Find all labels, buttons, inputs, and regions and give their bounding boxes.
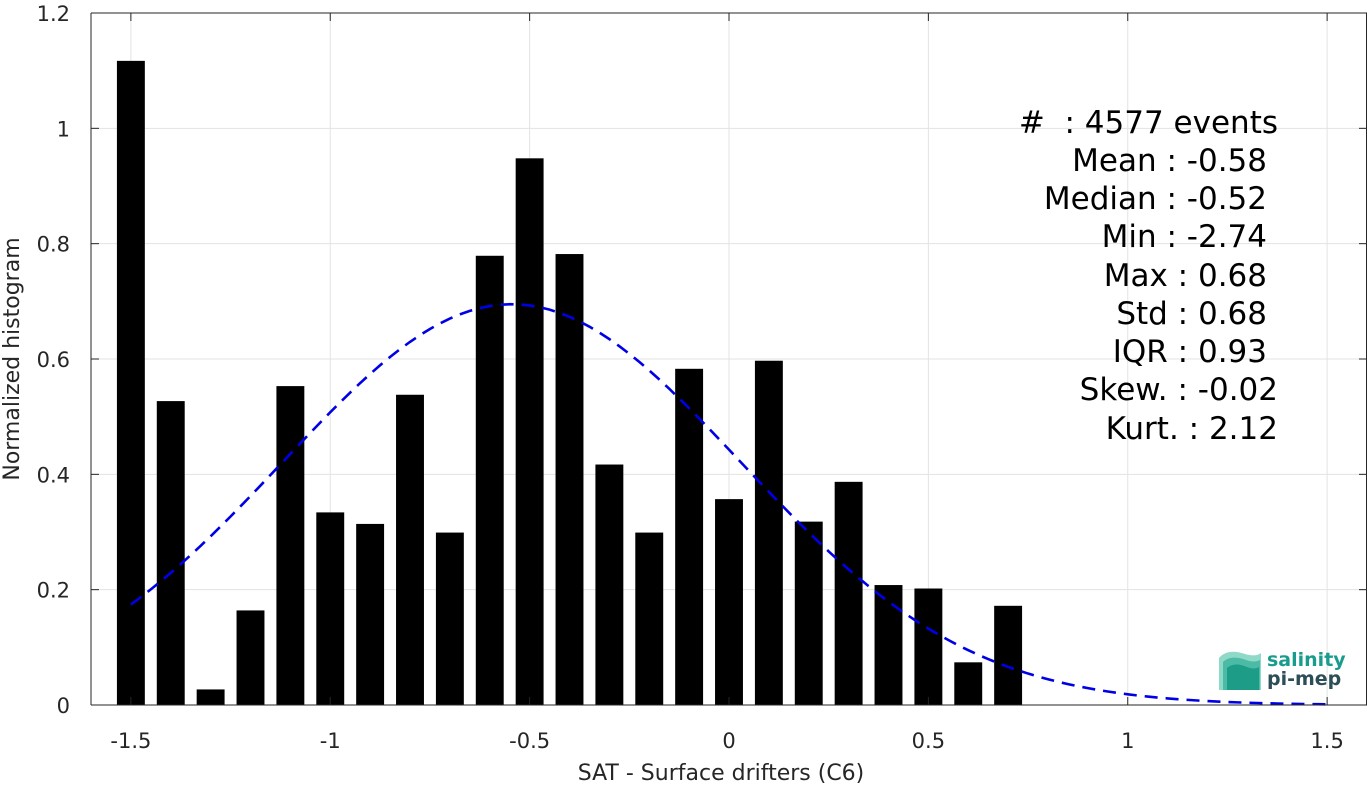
stat-iqr: IQR : 0.93 [1113, 334, 1267, 370]
x-tick-label-5: 1 [1121, 729, 1134, 753]
histogram-bar-3 [236, 610, 265, 705]
x-tick-label-1: -1 [320, 729, 341, 753]
histogram-bar-15 [715, 499, 743, 705]
logo-waves-icon [1219, 651, 1261, 690]
histogram-bar-6 [356, 523, 385, 705]
histogram-bar-1 [156, 401, 185, 705]
gaussian-fit-curve [130, 302, 1328, 706]
histogram-bar-13 [635, 532, 664, 705]
histogram-bar-0 [116, 60, 145, 705]
x-axis-label: SAT - Surface drifters (C6) [578, 761, 865, 785]
histogram-bar-17 [794, 521, 823, 705]
histogram-bar-11 [555, 254, 584, 705]
y-tick-label-1: 0.2 [37, 579, 70, 603]
logo-text-salinity: salinity [1267, 649, 1346, 671]
histogram-bar-8 [435, 532, 464, 705]
histogram-bar-10 [515, 158, 544, 705]
x-axis-ticks: -1.5 -1 -0.5 0 0.5 1 1.5 [110, 13, 1344, 753]
x-tick-label-3: 0 [722, 729, 735, 753]
histogram-bar-2 [196, 689, 225, 705]
x-tick-label-6: 1.5 [1310, 729, 1343, 753]
stat-max: Max : 0.68 [1104, 258, 1267, 294]
y-axis-ticks: 0 0.2 0.4 0.6 0.8 1 1.2 [37, 2, 1367, 718]
stat-mean: Mean : -0.58 [1072, 143, 1267, 179]
y-tick-label-0: 0 [57, 694, 70, 718]
y-tick-label-5: 1 [57, 117, 70, 141]
statistics-box: # : 4577 events Mean : -0.58 Median : -0… [1019, 105, 1278, 447]
y-tick-label-6: 1.2 [37, 2, 70, 26]
logo-text-pimep: pi-mep [1267, 668, 1341, 690]
histogram-bar-14 [675, 368, 704, 705]
histogram-bar-22 [994, 605, 1023, 705]
histogram-bar-19 [874, 585, 903, 705]
stat-skewness: Skew. : -0.02 [1080, 372, 1278, 408]
y-tick-label-3: 0.6 [37, 348, 70, 372]
histogram-bar-5 [316, 512, 345, 705]
histogram-bar-18 [834, 481, 863, 705]
histogram-bar-9 [475, 255, 504, 705]
histogram-bar-7 [396, 394, 424, 705]
stat-min: Min : -2.74 [1102, 219, 1267, 255]
histogram-bar-16 [754, 360, 783, 705]
stat-events: # : 4577 events [1019, 105, 1278, 141]
stat-std: Std : 0.68 [1116, 296, 1267, 332]
stat-kurtosis: Kurt. : 2.12 [1106, 411, 1278, 447]
y-tick-label-4: 0.8 [37, 233, 70, 257]
x-tick-label-2: -0.5 [509, 729, 550, 753]
y-axis-label: Normalized histogram [0, 237, 25, 480]
histogram-bar-4 [276, 386, 305, 705]
stat-median: Median : -0.52 [1044, 181, 1267, 217]
bars [116, 60, 1023, 705]
x-tick-label-4: 0.5 [912, 729, 945, 753]
histogram-bar-21 [954, 662, 983, 705]
histogram-bar-20 [914, 588, 943, 705]
salinity-pimep-logo: salinity pi-mep [1219, 649, 1346, 690]
histogram-bar-12 [595, 464, 624, 705]
y-tick-label-2: 0.4 [37, 463, 70, 487]
x-tick-label-0: -1.5 [110, 729, 151, 753]
